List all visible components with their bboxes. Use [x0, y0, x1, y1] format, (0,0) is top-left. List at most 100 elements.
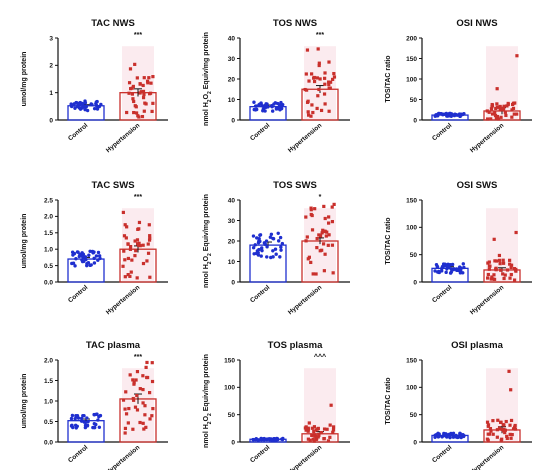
y-tick-label: 50	[228, 412, 236, 419]
data-point-hypertension	[499, 115, 503, 119]
data-point-hypertension	[311, 437, 315, 441]
data-point-control	[462, 265, 466, 270]
data-point-hypertension	[312, 79, 317, 84]
data-point-hypertension	[138, 244, 142, 248]
x-category-label: Control	[67, 122, 89, 142]
data-point-hypertension	[304, 72, 308, 76]
data-point-hypertension	[327, 82, 331, 87]
data-point-hypertension	[132, 398, 136, 402]
chart-tac_plasma: TAC plasma umol/mg protein 0.0 0.5 1.0 1.5 2.0…	[21, 340, 168, 475]
data-point-hypertension	[316, 47, 320, 51]
data-point-hypertension	[316, 94, 320, 98]
data-point-control	[454, 435, 459, 439]
data-point-control	[97, 425, 102, 429]
data-point-hypertension	[494, 268, 498, 272]
data-point-hypertension	[326, 243, 330, 247]
data-point-hypertension	[135, 370, 140, 374]
data-point-hypertension	[501, 423, 505, 427]
data-point-control	[73, 264, 77, 268]
data-point-hypertension	[508, 423, 512, 427]
y-tick-label: 150	[406, 197, 417, 204]
data-point-hypertension	[126, 242, 130, 246]
y-axis-label: TOS/TAC ratio	[385, 217, 392, 264]
chart-title: OSI NWS	[456, 18, 497, 29]
data-point-control	[251, 234, 256, 238]
data-point-hypertension	[142, 427, 146, 431]
data-point-control	[253, 243, 257, 247]
data-point-hypertension	[128, 67, 133, 71]
data-point-hypertension	[306, 113, 311, 117]
data-point-hypertension	[147, 223, 151, 227]
data-point-hypertension	[125, 110, 129, 115]
data-point-control	[95, 107, 100, 111]
y-tick-label: 0	[413, 117, 417, 124]
data-point-control	[81, 252, 86, 256]
data-point-hypertension	[513, 425, 517, 429]
y-tick-label: 2.0	[44, 214, 53, 221]
data-point-hypertension	[327, 109, 331, 113]
data-point-hypertension	[329, 403, 333, 407]
data-point-hypertension	[312, 439, 316, 443]
data-point-hypertension	[133, 239, 137, 243]
y-axis-label: TOS/TAC ratio	[385, 377, 392, 424]
data-point-control	[83, 101, 88, 105]
chart-tos_nws: TOS NWS nmol H2O2 Equiv/mg protein 0 10 20 30…	[203, 18, 350, 154]
data-point-control	[94, 254, 99, 258]
data-point-hypertension	[148, 234, 152, 238]
data-point-hypertension	[501, 258, 505, 262]
data-point-hypertension	[146, 251, 151, 255]
significance-marker: ^^^	[314, 353, 326, 361]
y-tick-label: 30	[228, 56, 236, 63]
data-point-control	[459, 435, 463, 440]
data-point-control	[267, 437, 271, 441]
data-point-hypertension	[131, 427, 135, 431]
data-point-control	[260, 246, 264, 250]
y-axis-label: nmol H2O2 Equiv/mg protein	[203, 194, 213, 288]
data-point-hypertension	[324, 234, 328, 238]
data-point-hypertension	[502, 107, 506, 111]
data-point-hypertension	[494, 106, 498, 111]
data-point-hypertension	[323, 216, 327, 221]
data-point-hypertension	[140, 114, 145, 119]
data-point-hypertension	[306, 437, 310, 441]
data-point-hypertension	[134, 111, 139, 115]
data-point-hypertension	[509, 388, 513, 392]
data-point-hypertension	[496, 117, 501, 121]
data-point-hypertension	[331, 425, 336, 429]
data-point-hypertension	[138, 387, 142, 391]
data-point-hypertension	[147, 238, 152, 242]
data-point-control	[458, 266, 463, 270]
data-point-hypertension	[124, 236, 128, 240]
data-point-hypertension	[325, 427, 329, 431]
y-axis-label: TOS/TAC ratio	[385, 55, 392, 102]
y-tick-label: 20	[228, 238, 236, 245]
data-point-hypertension	[511, 427, 516, 431]
data-point-hypertension	[129, 87, 133, 91]
data-point-hypertension	[512, 278, 517, 282]
data-point-hypertension	[304, 239, 308, 243]
y-tick-label: 2	[49, 63, 53, 70]
data-point-hypertension	[489, 117, 493, 121]
data-point-control	[440, 435, 444, 439]
data-point-control	[75, 414, 80, 418]
y-tick-label: 200	[406, 35, 417, 42]
data-point-hypertension	[303, 426, 307, 430]
data-point-hypertension	[143, 404, 147, 408]
data-point-control	[78, 102, 82, 106]
y-tick-label: 1.5	[44, 378, 53, 385]
data-point-hypertension	[492, 273, 496, 277]
data-point-hypertension	[503, 110, 507, 114]
data-point-hypertension	[327, 86, 331, 90]
data-point-control	[82, 413, 86, 418]
significance-marker: ***	[134, 32, 142, 39]
data-point-hypertension	[141, 261, 146, 266]
data-point-hypertension	[148, 92, 152, 96]
data-point-hypertension	[487, 267, 491, 271]
data-point-hypertension	[504, 419, 508, 424]
data-point-control	[442, 432, 447, 436]
x-category-label: Control	[431, 444, 453, 464]
data-point-control	[79, 416, 84, 421]
data-point-hypertension	[128, 247, 133, 251]
data-point-control	[97, 415, 101, 419]
data-point-hypertension	[494, 259, 499, 263]
